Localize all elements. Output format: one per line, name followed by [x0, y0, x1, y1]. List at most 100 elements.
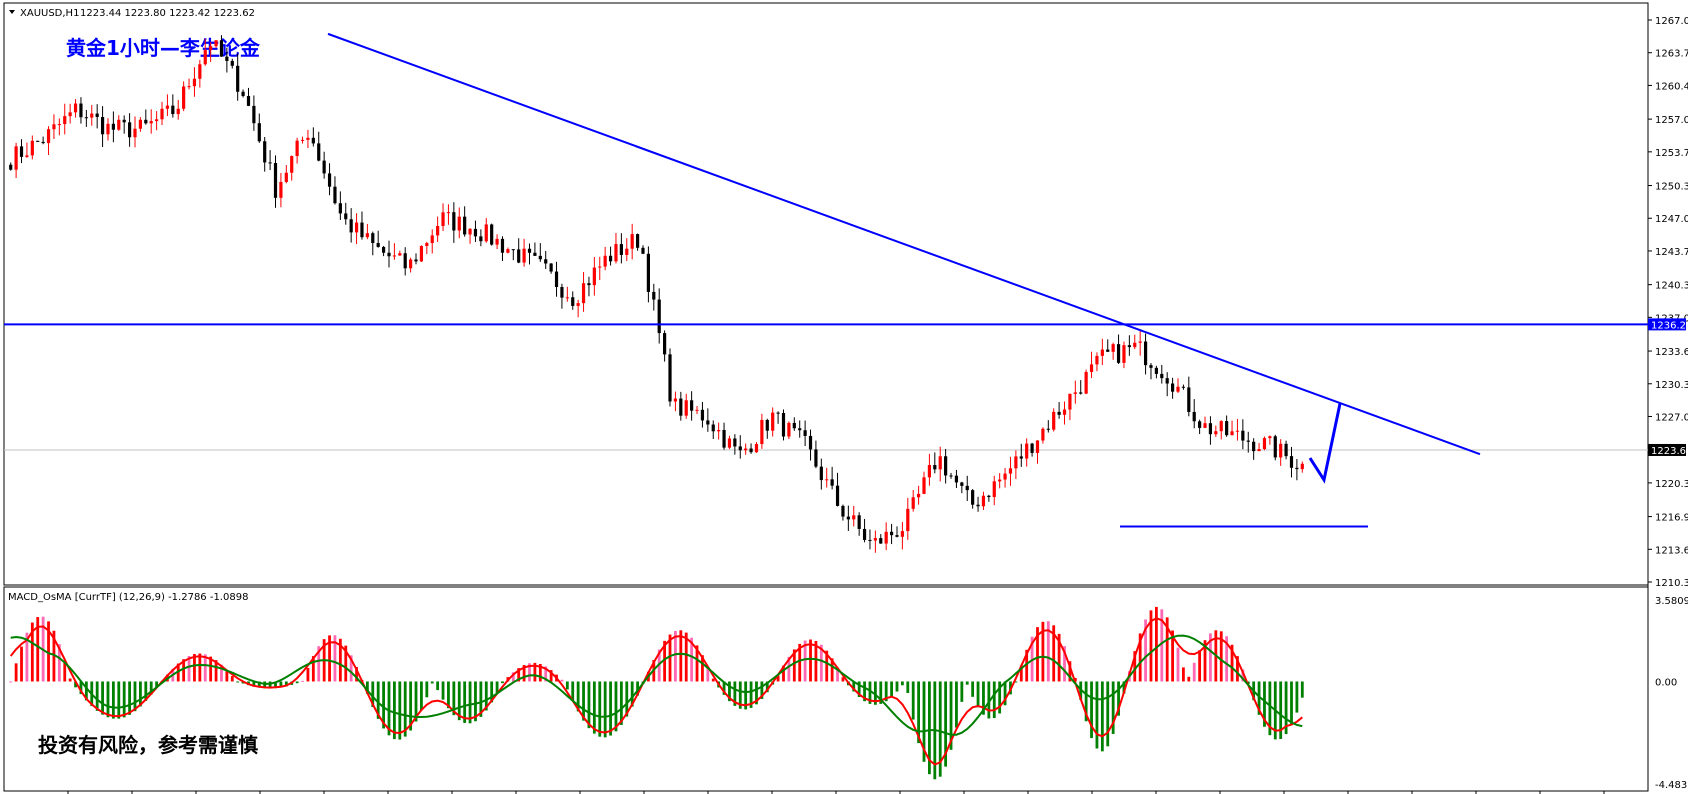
macd-bar: [1295, 681, 1299, 713]
macd-bar: [722, 681, 726, 695]
candle-body: [30, 140, 34, 156]
macd-bar: [630, 681, 634, 707]
macd-bar: [117, 681, 121, 719]
macd-bar: [544, 666, 548, 682]
macd-bar: [1003, 681, 1007, 706]
macd-bar: [463, 681, 467, 723]
candle-body: [706, 420, 710, 425]
macd-bar: [311, 656, 315, 682]
macd-bar: [684, 632, 688, 682]
macd-bar: [284, 681, 288, 687]
macd-bar: [587, 681, 591, 729]
macd-bar: [36, 617, 40, 682]
macd-bar: [960, 681, 964, 702]
candle-body: [738, 446, 742, 451]
macd-bar: [220, 664, 223, 682]
price-tick-label: 1213.60: [1655, 545, 1688, 556]
macd-bar: [20, 646, 23, 682]
macd-bar: [47, 621, 50, 682]
macd-bar: [1138, 633, 1142, 682]
macd-bar: [511, 672, 515, 682]
candle-body: [106, 123, 110, 135]
macd-bar: [382, 681, 385, 729]
candle-body: [430, 235, 434, 244]
ohlc-label: 1223.44 1223.80 1223.42 1223.62: [80, 8, 255, 19]
macd-layer: 3.5809 0.00 -4.4833: [9, 596, 1688, 791]
candle-body: [1198, 421, 1202, 428]
macd-bar: [755, 681, 758, 705]
candle-body: [317, 143, 321, 161]
macd-bar: [447, 681, 450, 709]
candle-body: [1154, 367, 1158, 374]
macd-bar: [1025, 649, 1029, 682]
candle-body: [1257, 449, 1261, 452]
candle-body: [549, 263, 553, 272]
candle-body: [138, 119, 143, 129]
candle-body: [322, 160, 326, 174]
candle-body: [733, 438, 737, 447]
candle-body: [1019, 456, 1023, 459]
macd-bar: [668, 634, 672, 682]
macd-bar: [1133, 651, 1137, 682]
candle-body: [1230, 431, 1234, 436]
macd-bar: [1257, 681, 1261, 715]
candle-body: [1143, 341, 1148, 366]
candle-body: [1106, 349, 1110, 352]
price-tick-label: 1230.30: [1655, 380, 1688, 391]
candle-body: [484, 224, 488, 242]
macd-bar: [474, 681, 477, 722]
candle-body: [122, 119, 126, 123]
candle-body: [155, 119, 159, 122]
macd-bar: [598, 681, 602, 737]
price-tick-label: 1247.00: [1655, 214, 1688, 225]
price-tick-label: 1250.30: [1655, 182, 1688, 193]
candle-body: [257, 123, 261, 142]
indicator-panel-frame: [3, 586, 1649, 792]
macd-bar: [106, 681, 110, 718]
macd-bar: [636, 681, 639, 696]
candle-body: [1046, 428, 1050, 430]
candle-body: [284, 172, 288, 182]
candle-body: [965, 485, 969, 491]
macd-bar: [479, 681, 483, 717]
candle-body: [1095, 355, 1099, 365]
candle-body: [787, 422, 791, 437]
macd-bar: [841, 677, 845, 682]
macd-bar: [9, 681, 13, 683]
candle-body: [571, 297, 575, 306]
macd-bar: [1236, 656, 1239, 682]
candle-body: [241, 91, 245, 96]
price-tick-label: 1263.70: [1655, 49, 1688, 60]
candle-body: [1133, 342, 1137, 348]
macd-bar: [111, 681, 115, 719]
macd-bar: [1230, 644, 1234, 682]
candle-body: [1089, 364, 1094, 372]
candle-body: [419, 245, 424, 262]
macd-bar: [1041, 621, 1045, 682]
macd-bar: [690, 637, 694, 682]
candle-body: [841, 505, 845, 517]
candle-body: [1122, 345, 1126, 363]
macd-bar: [376, 681, 380, 719]
macd-bar: [803, 640, 807, 682]
candle-body: [95, 113, 99, 117]
candle-body: [354, 222, 359, 233]
candle-body: [338, 203, 342, 214]
macd-bar: [701, 655, 704, 682]
candle-body: [695, 409, 699, 411]
macd-bar: [971, 681, 975, 697]
chevron-down-icon[interactable]: [9, 10, 15, 14]
candle-body: [776, 412, 780, 414]
candle-body: [798, 428, 802, 431]
candle-body: [879, 538, 883, 544]
macd-bar: [355, 667, 358, 682]
candle-body: [765, 419, 769, 431]
macd-bar: [1106, 681, 1110, 747]
macd-bar: [992, 681, 996, 719]
macd-bar: [84, 681, 88, 701]
macd-bar: [792, 649, 796, 682]
macd-bar: [155, 681, 159, 688]
candle-body: [209, 46, 213, 51]
macd-bar: [955, 681, 958, 728]
candle-body: [527, 248, 532, 253]
